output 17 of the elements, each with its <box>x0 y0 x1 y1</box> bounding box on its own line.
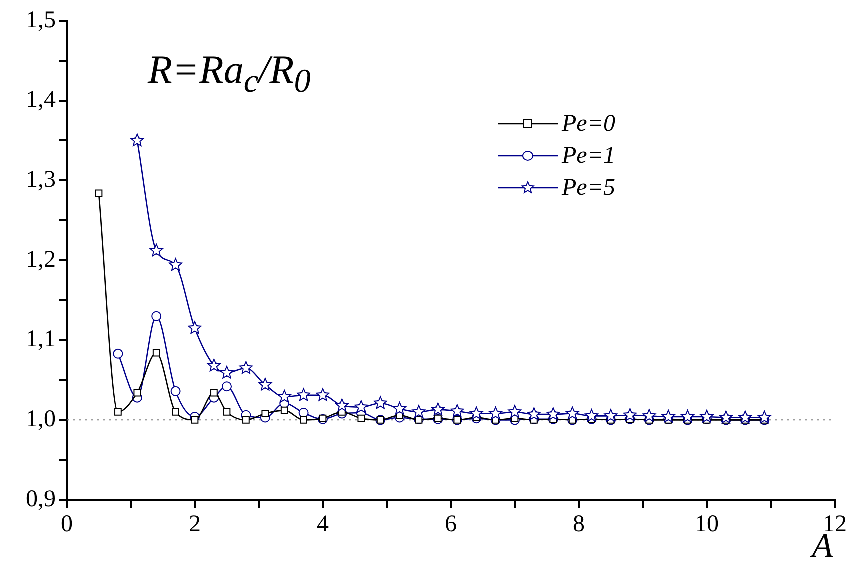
x-tick-label: 4 <box>317 512 329 538</box>
x-tick-label: 2 <box>189 512 201 538</box>
text: R=Ra$_{c}$/R$_{0}$ <box>148 47 311 100</box>
x-tick-label: 0 <box>61 512 73 538</box>
y-tick-label: 0,9 <box>26 486 56 512</box>
x-tick-label: 8 <box>573 512 585 538</box>
legend-label: Pe=1 <box>562 143 616 169</box>
x-tick-label: 6 <box>445 512 457 538</box>
legend-label: Pe=5 <box>562 175 616 201</box>
y-tick-label: 1,3 <box>26 166 56 193</box>
y-tick-label: 1,1 <box>26 326 56 353</box>
legend-label: Pe=0 <box>562 111 616 137</box>
x-tick-label: 10 <box>695 512 719 538</box>
y-tick-label: 1,4 <box>26 87 56 114</box>
y-tick-label: 1,2 <box>26 246 56 273</box>
y-tick-label: 1,5 <box>26 7 56 34</box>
y-tick-label: 1,0 <box>26 406 56 432</box>
